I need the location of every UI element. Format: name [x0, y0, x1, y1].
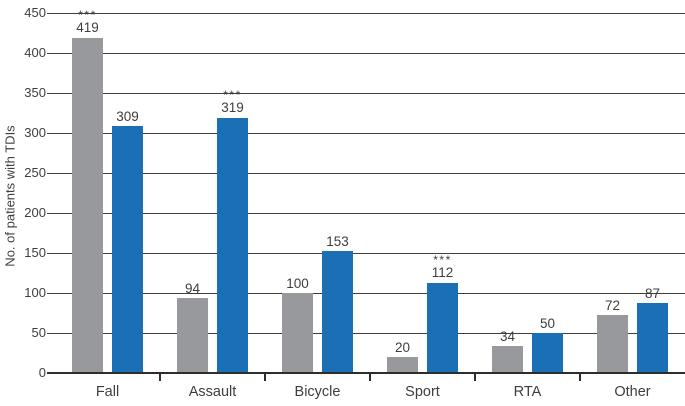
y-tick-label: 100 [24, 285, 46, 300]
bar-value-stack: 309 [96, 109, 160, 124]
x-axis-line [47, 372, 685, 374]
bar-value-stack: 72 [581, 298, 645, 313]
bar-blue-other [637, 303, 668, 373]
gridline [47, 212, 685, 214]
bar-value-stack: 34 [476, 329, 540, 344]
bar-value-label: 20 [394, 340, 411, 355]
bar-value-label: 72 [604, 298, 621, 314]
bar-blue-rta [532, 333, 563, 373]
gridline [47, 172, 685, 174]
x-category-label: Bicycle [294, 384, 341, 400]
bar-blue-assault [217, 117, 248, 373]
bar-value-label: 419 [76, 19, 99, 35]
bar-value-label: 34 [499, 328, 516, 344]
bar-value-stack: *** 319 [201, 87, 265, 116]
bar-gray-bicycle [282, 293, 313, 373]
y-tick-label: 400 [24, 45, 46, 60]
bar-gray-rta [492, 345, 523, 373]
bar-value-label: 153 [326, 233, 349, 249]
x-category-label: RTA [513, 384, 542, 400]
bar-value-stack: 94 [161, 281, 225, 296]
bar-blue-fall [112, 125, 143, 373]
bar-gray-sport [387, 357, 418, 373]
x-category-label: Assault [188, 384, 237, 400]
bar-value-label: 94 [184, 280, 201, 296]
gridline [47, 132, 685, 134]
x-axis-tick [474, 373, 476, 381]
gridline [47, 292, 685, 294]
gridline [47, 12, 685, 14]
y-tick-label: 50 [31, 325, 46, 340]
x-category-label: Fall [95, 384, 120, 400]
gridline [47, 92, 685, 94]
x-category-label: Sport [405, 384, 440, 400]
bar-gray-fall [72, 37, 103, 373]
x-axis-tick [159, 373, 161, 381]
y-tick-label: 0 [38, 365, 46, 380]
bar-value-stack: 50 [516, 316, 580, 331]
bar-value-label: 309 [116, 108, 139, 124]
gridline [47, 252, 685, 254]
gridline [47, 52, 685, 54]
bar-value-label: 50 [539, 316, 556, 331]
bar-value-stack: 100 [266, 276, 330, 291]
bar-blue-bicycle [322, 250, 353, 373]
y-tick-label: 200 [24, 205, 46, 220]
y-tick-label: 250 [24, 165, 46, 180]
x-axis-tick [579, 373, 581, 381]
y-tick-label: 350 [24, 85, 46, 100]
bar-value-stack: 87 [621, 286, 685, 301]
bar-gray-other [597, 315, 628, 373]
x-category-label: Other [614, 384, 651, 400]
y-tick-label: 450 [24, 5, 46, 20]
bar-value-label: 87 [644, 286, 661, 302]
bar-value-label: 100 [286, 276, 309, 291]
bar-blue-sport [427, 283, 458, 373]
x-axis-tick [369, 373, 371, 381]
y-tick-label: 150 [24, 245, 46, 260]
bar-value-stack: 153 [306, 234, 370, 249]
y-tick-label: 300 [24, 125, 46, 140]
gridline [47, 332, 685, 334]
significance-stars: *** [78, 7, 97, 22]
plot-area: *** 419 309 Fall 94 *** 319 Assault 100 153 Bicycl… [47, 7, 685, 400]
bar-value-stack: *** 112 [411, 253, 475, 281]
bar-value-stack: 20 [371, 340, 435, 355]
x-axis-tick [264, 373, 266, 381]
bar-value-label: 112 [431, 265, 454, 281]
significance-stars: *** [433, 253, 452, 268]
significance-stars: *** [223, 87, 242, 102]
bar-gray-assault [177, 297, 208, 373]
bar-value-label: 319 [221, 99, 244, 115]
bar-value-stack: *** 419 [56, 7, 120, 36]
